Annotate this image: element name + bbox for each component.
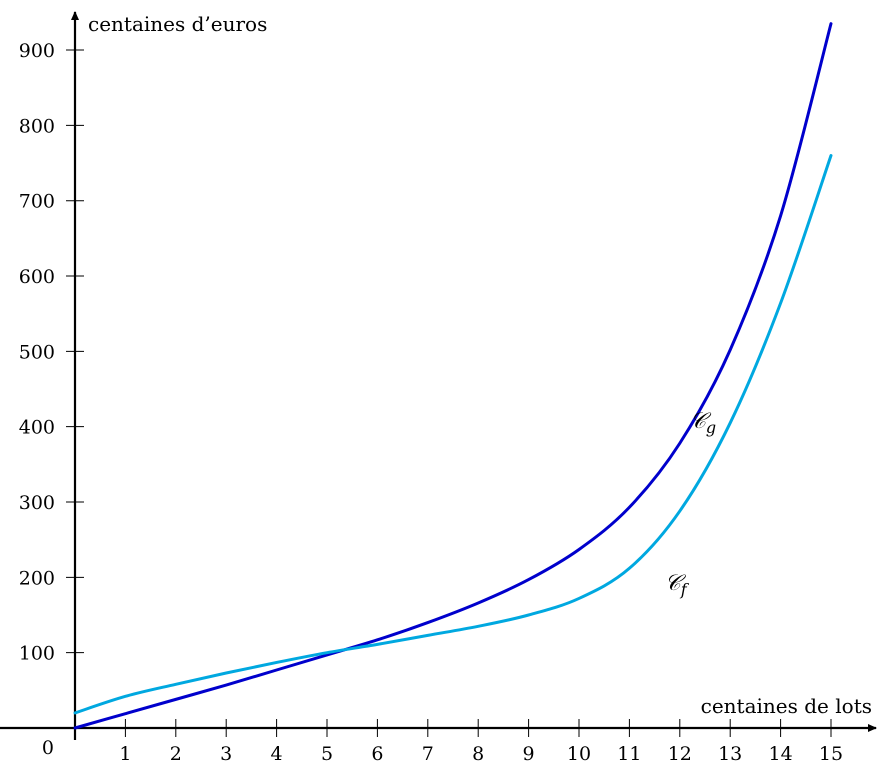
y-tick-label: 800 — [19, 115, 55, 137]
series-label-sub: f — [680, 580, 690, 599]
x-tick-label: 3 — [220, 743, 232, 765]
ticks: 1 2 3 4 5 6 7 8 9 10 11 12 13 14 151002003004005006007… — [19, 40, 843, 765]
x-tick-label: 8 — [472, 743, 484, 765]
x-axis-title: centaines de lots — [701, 694, 872, 718]
origin-label: 0 — [42, 737, 54, 759]
y-tick-label: 600 — [19, 266, 55, 288]
series-label-g: 𝒞g — [690, 409, 716, 437]
series-label-f: 𝒞f — [665, 571, 690, 599]
x-tick-label: 13 — [718, 743, 742, 765]
y-axis-title: centaines d’euros — [88, 12, 267, 36]
x-tick-label: 15 — [819, 743, 843, 765]
labels: centaines de lots centaines d’euros 0 𝒞g… — [42, 12, 872, 759]
x-tick-label: 11 — [617, 743, 641, 765]
y-tick-label: 400 — [19, 417, 55, 439]
series-line-f — [73, 153, 833, 715]
y-tick-label: 100 — [19, 643, 55, 665]
y-tick-label: 700 — [19, 191, 55, 213]
y-tick-label: 500 — [19, 341, 55, 363]
x-tick-label: 5 — [321, 743, 333, 765]
series-group — [73, 22, 833, 730]
y-tick-label: 300 — [19, 492, 55, 514]
x-tick-label: 12 — [668, 743, 692, 765]
x-tick-label: 2 — [170, 743, 182, 765]
x-tick-label: 6 — [371, 743, 383, 765]
x-tick-label: 10 — [567, 743, 591, 765]
axes — [0, 11, 877, 740]
x-tick-label: 4 — [271, 743, 283, 765]
y-tick-label: 200 — [19, 567, 55, 589]
y-tick-label: 900 — [19, 40, 55, 62]
series-label-sub: g — [706, 418, 716, 437]
x-tick-label: 7 — [422, 743, 434, 765]
x-tick-label: 14 — [769, 743, 793, 765]
x-tick-label: 1 — [119, 743, 131, 765]
series-line-g — [73, 22, 833, 730]
x-tick-label: 9 — [523, 743, 535, 765]
